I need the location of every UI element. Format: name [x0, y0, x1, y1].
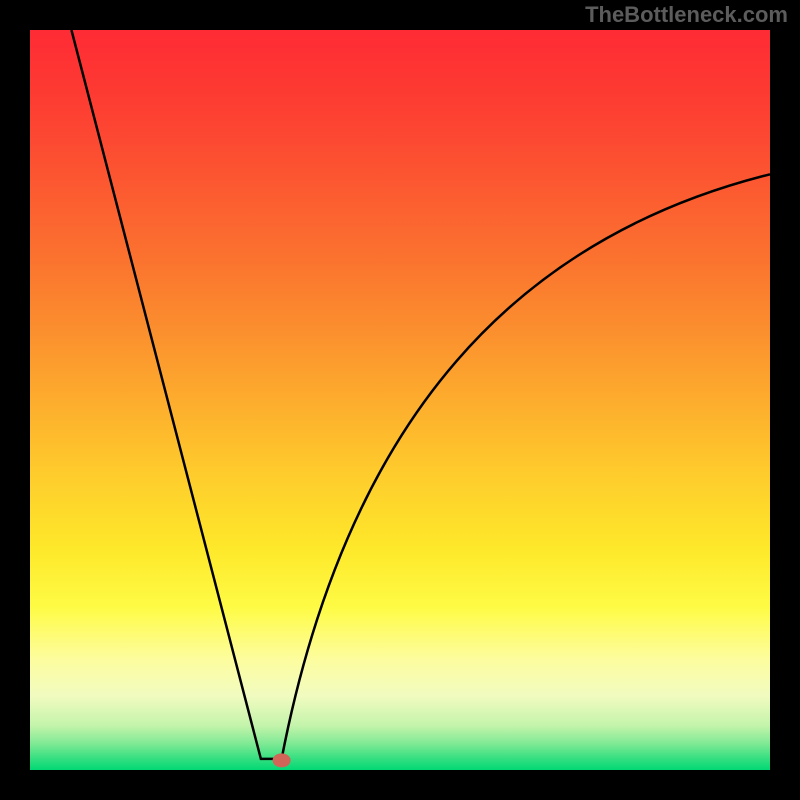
plot-area: [30, 30, 770, 770]
chart-svg: [30, 30, 770, 770]
bottleneck-curve: [71, 30, 770, 759]
watermark-text: TheBottleneck.com: [585, 2, 788, 28]
vertex-marker: [273, 753, 291, 767]
